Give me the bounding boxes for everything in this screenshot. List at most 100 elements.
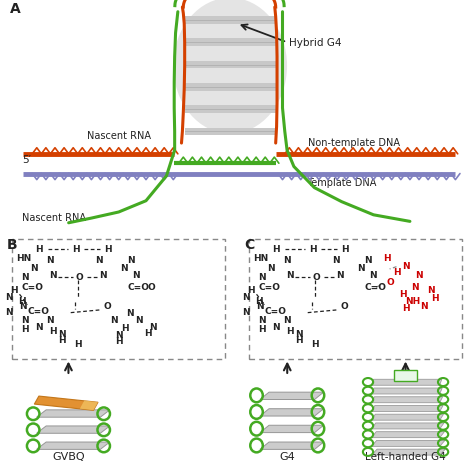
Text: H: H	[341, 245, 349, 254]
Text: N: N	[411, 283, 419, 292]
Text: G2: G2	[399, 371, 412, 380]
Text: N: N	[21, 272, 29, 281]
Text: H: H	[272, 245, 280, 254]
Text: N: N	[420, 303, 428, 311]
Text: Template DNA: Template DNA	[308, 178, 377, 189]
Text: 5′: 5′	[22, 155, 31, 166]
Polygon shape	[36, 442, 110, 449]
Text: H: H	[10, 286, 18, 295]
Text: N: N	[243, 293, 250, 302]
Text: H: H	[121, 324, 129, 333]
Text: O: O	[313, 272, 321, 281]
Text: H: H	[310, 245, 317, 254]
Text: Hybrid G4: Hybrid G4	[289, 38, 342, 48]
Polygon shape	[260, 408, 324, 416]
Polygon shape	[36, 426, 110, 433]
Text: H: H	[258, 325, 266, 334]
Text: N: N	[364, 257, 372, 265]
Text: Left-handed G4: Left-handed G4	[365, 452, 446, 462]
Text: H: H	[431, 295, 439, 303]
Text: H: H	[402, 303, 410, 312]
Text: N: N	[35, 323, 43, 332]
Text: N: N	[283, 316, 291, 325]
Ellipse shape	[173, 0, 287, 134]
Text: A: A	[9, 2, 20, 16]
Text: N: N	[369, 272, 376, 280]
Text: N: N	[58, 330, 65, 339]
Polygon shape	[372, 379, 442, 385]
Polygon shape	[34, 396, 98, 410]
Text: H: H	[35, 245, 43, 254]
Text: N: N	[332, 257, 340, 265]
Text: H: H	[311, 340, 319, 349]
Text: N: N	[256, 303, 264, 311]
Polygon shape	[372, 449, 446, 455]
Polygon shape	[80, 401, 98, 410]
Text: H: H	[18, 297, 26, 306]
Text: O: O	[340, 303, 348, 311]
Bar	[11, 239, 226, 359]
Text: N: N	[46, 316, 54, 325]
Text: G4: G4	[279, 452, 295, 462]
Text: N: N	[110, 316, 118, 325]
Text: N: N	[295, 330, 302, 339]
Text: N: N	[286, 272, 293, 280]
Text: H: H	[104, 245, 112, 254]
Text: H: H	[400, 290, 407, 299]
Text: N: N	[258, 272, 266, 281]
Text: N: N	[30, 265, 38, 273]
Polygon shape	[260, 392, 324, 400]
Text: C=O: C=O	[365, 283, 387, 292]
Text: H: H	[115, 337, 122, 346]
Polygon shape	[372, 414, 444, 420]
Text: C=O: C=O	[265, 307, 287, 316]
Text: N: N	[427, 286, 434, 295]
Text: H: H	[49, 326, 56, 335]
Text: N: N	[149, 323, 156, 332]
Text: H: H	[247, 286, 255, 295]
Text: N: N	[336, 272, 343, 280]
Text: O: O	[147, 283, 155, 292]
Text: H: H	[286, 326, 293, 335]
Text: N: N	[6, 308, 13, 317]
Text: C: C	[244, 238, 254, 252]
Text: N: N	[132, 272, 139, 280]
Text: HN: HN	[254, 254, 269, 263]
Text: N: N	[49, 272, 56, 280]
Text: H: H	[144, 329, 152, 338]
FancyBboxPatch shape	[394, 370, 417, 381]
Polygon shape	[372, 440, 445, 446]
Text: N: N	[272, 323, 280, 332]
Text: H: H	[73, 245, 80, 254]
Text: H: H	[74, 340, 82, 349]
Text: N: N	[126, 309, 134, 318]
Text: H: H	[295, 336, 302, 345]
Text: N: N	[135, 316, 143, 325]
Text: N: N	[46, 257, 54, 265]
Polygon shape	[372, 388, 442, 394]
Text: N: N	[267, 265, 275, 273]
Polygon shape	[260, 425, 324, 432]
Text: B: B	[7, 238, 18, 252]
Text: O: O	[76, 272, 84, 281]
Text: N: N	[6, 293, 13, 302]
Polygon shape	[372, 406, 443, 411]
Text: HN: HN	[17, 254, 32, 263]
Text: NH: NH	[405, 297, 420, 306]
Text: C=O: C=O	[128, 283, 150, 292]
Text: N: N	[357, 265, 365, 273]
Text: C=O: C=O	[21, 283, 43, 292]
Text: H: H	[255, 297, 263, 306]
Text: O: O	[103, 303, 111, 311]
Text: N: N	[243, 308, 250, 317]
Text: Nascent RNA: Nascent RNA	[22, 213, 86, 223]
Text: Non-template DNA: Non-template DNA	[308, 138, 400, 148]
Text: N: N	[99, 272, 106, 280]
Text: GVBQ: GVBQ	[52, 452, 85, 462]
Polygon shape	[260, 442, 324, 449]
Text: H: H	[392, 268, 400, 277]
Text: N: N	[21, 316, 29, 325]
Text: O: O	[387, 278, 395, 287]
Text: H: H	[58, 336, 65, 345]
Text: N: N	[115, 331, 122, 340]
